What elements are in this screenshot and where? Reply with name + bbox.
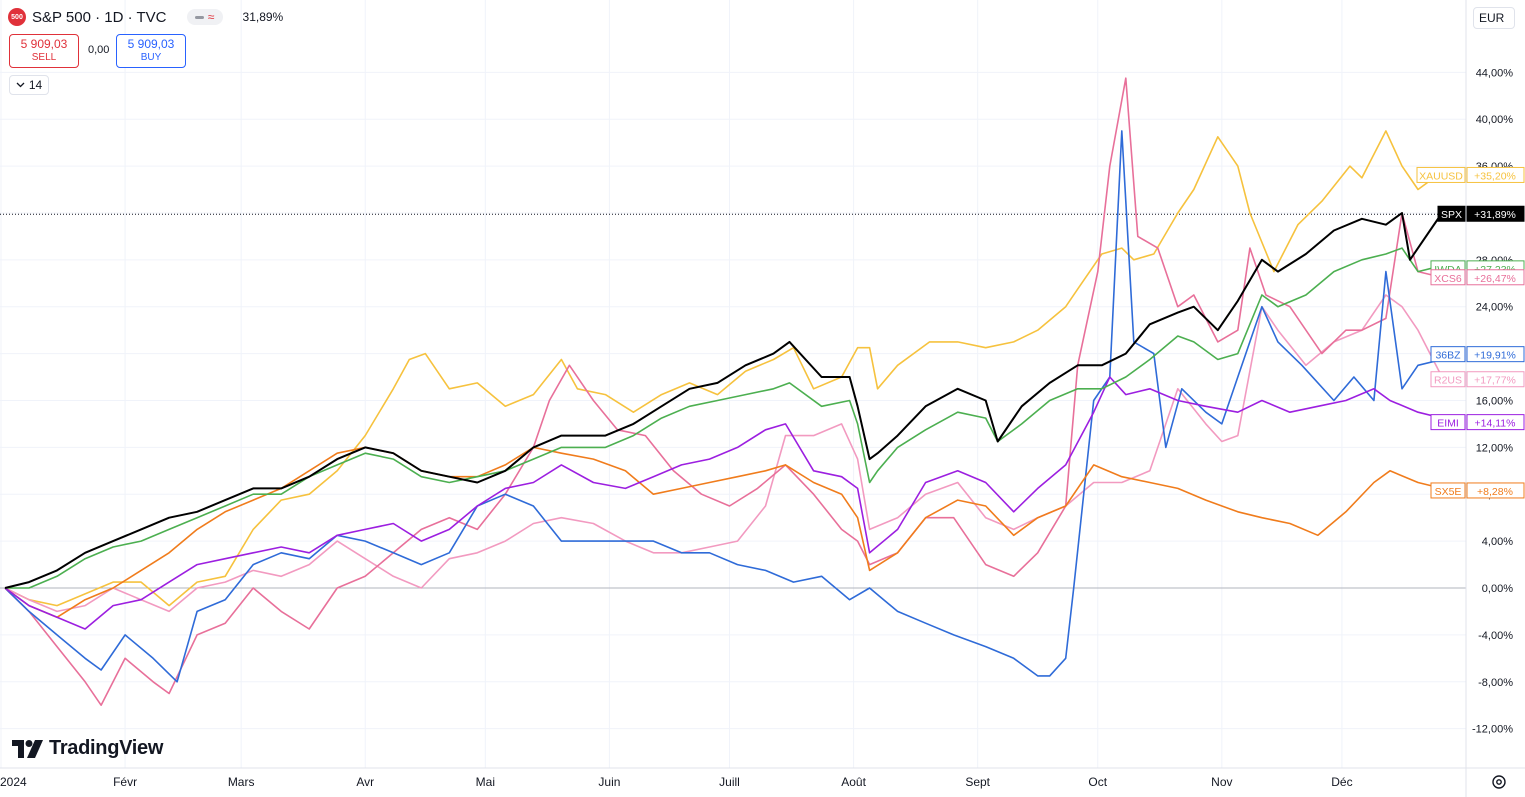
- series-value-eimi: +14,11%: [1475, 418, 1516, 430]
- buy-label: BUY: [140, 52, 162, 63]
- y-tick-label: 0,00%: [1482, 583, 1513, 595]
- buy-price: 5 909,03: [127, 37, 175, 51]
- series-name-box: [1430, 414, 1466, 431]
- series-name-box: [1430, 371, 1466, 388]
- currency-label: EUR: [1479, 11, 1505, 25]
- x-tick-label: Mars: [228, 775, 255, 789]
- x-tick-label: Août: [841, 775, 866, 789]
- series-name-box: [1416, 166, 1466, 183]
- series-layer: [4, 77, 1463, 706]
- series-value-box: [1466, 205, 1525, 222]
- series-line-xauusd: [4, 130, 1463, 607]
- y-tick-label: 40,00%: [1476, 114, 1514, 126]
- x-tick-label: Juin: [598, 775, 620, 789]
- sell-label: SELL: [31, 52, 57, 63]
- buy-button[interactable]: 5 909,03 BUY: [116, 34, 186, 68]
- chevron-down-icon: [16, 82, 25, 88]
- grid-layer: [0, 0, 1466, 768]
- indicators-count: 14: [28, 78, 43, 92]
- tradingview-wordmark: TradingView: [49, 737, 164, 759]
- x-tick-label: Oct: [1088, 775, 1107, 789]
- series-line-sx5e: [4, 446, 1463, 619]
- symbol-logo-icon: 500: [8, 8, 26, 26]
- series-line-xcs6: [4, 77, 1463, 706]
- y-tick-label: 44,00%: [1476, 67, 1514, 79]
- dash-icon: [194, 15, 204, 19]
- series-name-spx: SPX: [1441, 209, 1462, 221]
- series-value-box: [1466, 482, 1525, 499]
- x-tick-label: Avr: [356, 775, 374, 789]
- symbol-header: 500 S&P 500 · 1D · TVC ≈ 31,89%: [8, 8, 283, 26]
- y-tick-label: -12,00%: [1472, 724, 1513, 736]
- series-name-xauusd: XAUUSD: [1419, 170, 1463, 182]
- label-layer: XAUUSD+35,20%SPX+31,89%IWDA+27,23%XCS6+2…: [1416, 166, 1525, 499]
- series-name-box: [1430, 269, 1466, 286]
- tradingview-logo[interactable]: TradingView: [12, 737, 163, 760]
- indicators-collapse-button[interactable]: 14: [9, 75, 49, 95]
- y-tick-label: -4,00%: [1478, 630, 1513, 642]
- series-line-r2us: [4, 294, 1463, 613]
- x-tick-label: Févr: [113, 775, 137, 789]
- sell-price: 5 909,03: [20, 37, 68, 51]
- series-value-box: [1466, 346, 1525, 363]
- spread-value: 0,00: [88, 44, 110, 56]
- x-tick-label: Nov: [1211, 775, 1232, 789]
- change-percent: 31,89%: [242, 10, 284, 24]
- series-line-iwda: [5, 247, 1463, 589]
- tradingview-mark-icon: [12, 739, 43, 758]
- currency-selector[interactable]: EUR: [1473, 7, 1515, 29]
- series-name-box: [1437, 205, 1466, 222]
- series-name-box: [1430, 346, 1466, 363]
- series-value-box: [1466, 414, 1525, 431]
- series-value-xauusd: +35,20%: [1474, 170, 1516, 182]
- series-line-36bz: [4, 130, 1463, 683]
- x-tick-label: 2024: [0, 775, 27, 789]
- series-name-r2us: R2US: [1434, 375, 1462, 387]
- x-tick-label: Mai: [476, 775, 495, 789]
- series-line-spx: [4, 212, 1463, 589]
- y-tick-label: 24,00%: [1476, 302, 1514, 314]
- series-value-box: [1466, 166, 1525, 183]
- series-value-spx: +31,89%: [1474, 209, 1516, 221]
- wave-icon: ≈: [207, 10, 215, 24]
- series-value-box: [1466, 269, 1525, 286]
- series-name-sx5e: SX5E: [1435, 486, 1462, 498]
- x-tick-label: Juill: [719, 775, 740, 789]
- series-value-xcs6: +26,47%: [1474, 273, 1516, 285]
- series-name-eimi: EIMI: [1437, 418, 1459, 430]
- x-tick-label: Sept: [965, 775, 990, 789]
- series-value-box: [1466, 371, 1525, 388]
- series-name-36bz: 36BZ: [1435, 350, 1461, 362]
- settings-gear-icon[interactable]: [1490, 773, 1508, 791]
- series-name-box: [1430, 482, 1466, 499]
- y-tick-label: 12,00%: [1476, 442, 1514, 454]
- y-tick-label: 16,00%: [1476, 395, 1514, 407]
- x-tick-label: Déc: [1331, 775, 1352, 789]
- sell-button[interactable]: 5 909,03 SELL: [9, 34, 79, 68]
- series-value-sx5e: +8,28%: [1477, 486, 1513, 498]
- symbol-title[interactable]: S&P 500 · 1D · TVC: [32, 8, 167, 26]
- series-value-r2us: +17,77%: [1474, 375, 1516, 387]
- series-value-36bz: +19,91%: [1474, 350, 1516, 362]
- y-tick-label: 4,00%: [1482, 536, 1513, 548]
- series-line-eimi: [4, 376, 1463, 630]
- y-tick-label: -8,00%: [1478, 677, 1513, 689]
- compare-mode-toggle[interactable]: ≈: [186, 9, 223, 25]
- series-name-xcs6: XCS6: [1434, 273, 1462, 285]
